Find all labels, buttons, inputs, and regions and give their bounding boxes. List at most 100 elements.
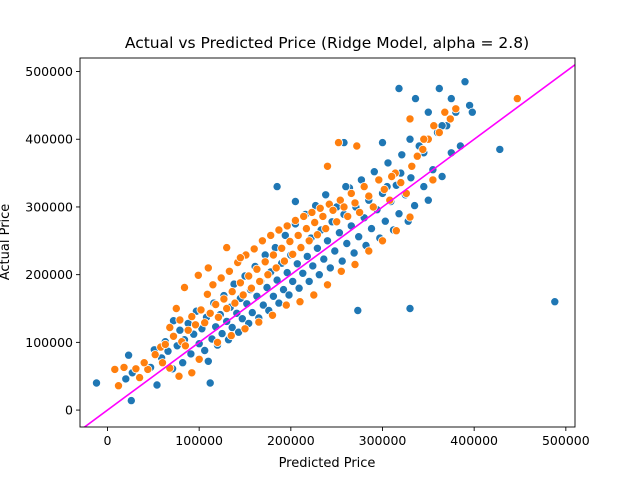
data-point — [294, 283, 304, 293]
data-point — [219, 294, 229, 304]
data-point — [213, 312, 223, 322]
data-point — [186, 349, 196, 359]
data-point — [394, 209, 404, 219]
data-point — [410, 94, 420, 104]
data-point — [312, 243, 322, 253]
data-point — [240, 324, 250, 334]
data-point — [230, 298, 240, 308]
data-point — [139, 358, 149, 368]
data-point — [255, 276, 265, 286]
data-point — [333, 138, 343, 148]
y-tick-label: 500000 — [25, 64, 73, 79]
x-tick-label: 400000 — [450, 433, 498, 448]
data-point — [202, 289, 212, 299]
data-point — [302, 251, 312, 261]
x-tick-label: 0 — [104, 433, 112, 448]
data-point — [174, 371, 184, 381]
data-point — [410, 201, 420, 211]
data-point — [226, 331, 236, 341]
data-point — [92, 378, 102, 388]
data-point — [405, 303, 415, 313]
data-point — [249, 244, 259, 254]
data-point — [332, 217, 342, 227]
series-1 — [110, 94, 522, 391]
data-point — [180, 341, 190, 351]
data-point — [238, 290, 248, 300]
data-point — [309, 290, 319, 300]
data-point — [190, 320, 200, 330]
x-axis: 0 100000 200000 300000 400000 500000 — [104, 427, 590, 448]
data-point — [272, 182, 282, 192]
data-point — [237, 314, 247, 324]
data-point — [321, 224, 331, 234]
data-point — [325, 263, 335, 273]
data-point — [222, 303, 232, 313]
data-point — [349, 248, 359, 258]
x-tick-label: 100000 — [175, 433, 223, 448]
data-point — [440, 107, 450, 117]
data-point — [274, 298, 284, 308]
data-point — [290, 196, 300, 206]
data-point — [131, 364, 141, 374]
data-point — [434, 127, 444, 137]
x-tick-label: 300000 — [359, 433, 407, 448]
y-tick-label: 300000 — [25, 199, 73, 214]
data-point — [135, 373, 145, 383]
data-point — [217, 329, 227, 339]
data-point — [279, 256, 289, 266]
data-point — [419, 182, 429, 192]
data-point — [119, 362, 129, 372]
data-point — [418, 144, 428, 154]
data-point — [308, 261, 318, 271]
data-point — [160, 339, 170, 349]
data-point — [203, 356, 213, 366]
data-point — [391, 226, 401, 236]
data-point — [315, 203, 325, 213]
data-point — [407, 161, 417, 171]
data-point — [205, 378, 215, 388]
data-point — [235, 253, 245, 263]
data-point — [277, 243, 287, 253]
reference-line — [83, 63, 575, 427]
data-point — [293, 230, 303, 240]
data-point — [334, 228, 344, 238]
data-point — [366, 224, 376, 234]
data-point — [216, 273, 226, 283]
data-point — [314, 270, 324, 280]
data-point — [352, 141, 362, 151]
data-point — [284, 290, 294, 300]
data-point — [341, 182, 351, 192]
data-point — [187, 312, 197, 322]
data-point — [330, 246, 340, 256]
data-point — [288, 276, 298, 286]
data-point — [175, 315, 185, 325]
data-point — [278, 285, 288, 295]
data-point — [254, 317, 264, 327]
data-point — [495, 144, 505, 154]
data-point — [280, 230, 290, 240]
data-point — [203, 263, 213, 273]
data-point — [451, 104, 461, 114]
data-point — [292, 259, 302, 269]
data-point — [350, 198, 360, 208]
data-point — [178, 358, 188, 368]
data-point — [412, 151, 422, 161]
data-point — [337, 256, 347, 266]
data-point — [380, 216, 390, 226]
data-point — [211, 299, 221, 309]
data-point — [244, 271, 254, 281]
data-point — [124, 350, 134, 360]
data-point — [295, 297, 305, 307]
data-point — [354, 232, 364, 242]
data-point — [322, 280, 332, 290]
data-point — [405, 212, 415, 222]
data-point — [282, 221, 292, 231]
y-tick-label: 400000 — [25, 132, 73, 147]
data-point — [467, 107, 477, 117]
y-axis-title: Actual Price — [0, 204, 13, 281]
data-point — [512, 94, 522, 104]
data-point — [310, 217, 320, 227]
data-point — [319, 254, 329, 264]
data-point — [423, 107, 433, 117]
